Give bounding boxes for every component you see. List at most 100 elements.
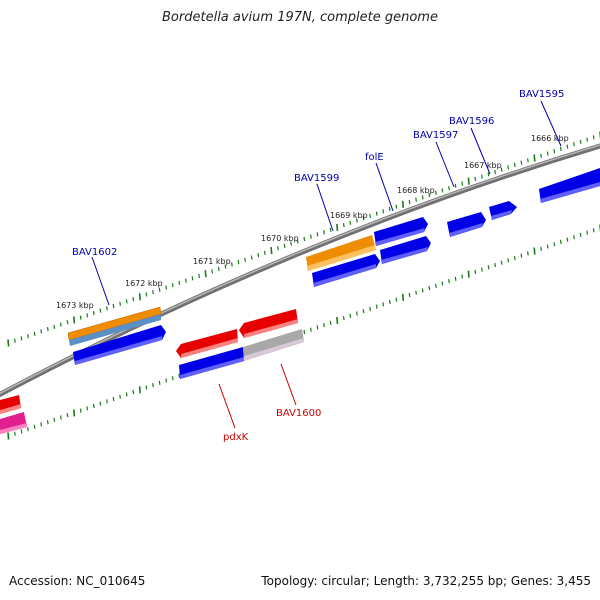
scale-tick-lower bbox=[86, 406, 89, 411]
gene-bav1600-shade bbox=[244, 319, 298, 338]
gene-label-bav1602[interactable]: BAV1602 bbox=[72, 247, 117, 258]
scale-label-1671: 1671 kbp bbox=[193, 257, 231, 266]
gene-pdxk-forward-shade bbox=[180, 357, 244, 379]
scale-tick-lower bbox=[454, 276, 457, 281]
scale-tick-lower bbox=[46, 420, 49, 425]
gene-label-bav1597[interactable]: BAV1597 bbox=[413, 130, 458, 141]
scale-tick-upper bbox=[566, 144, 569, 149]
scale-tick-upper bbox=[125, 299, 128, 304]
scale-tick-lower bbox=[520, 253, 523, 258]
scale-tick-lower bbox=[592, 228, 595, 233]
gene-feature-gray-shade bbox=[244, 338, 304, 361]
scale-tick-upper bbox=[310, 234, 312, 239]
scale-tick-upper bbox=[263, 250, 266, 255]
scale-tick-upper bbox=[356, 218, 358, 223]
scale-tick-lower bbox=[546, 244, 549, 249]
gene-label-pdxk[interactable]: pdxK bbox=[223, 432, 249, 443]
scale-tick-upper bbox=[191, 276, 194, 281]
scale-tick-upper bbox=[244, 257, 246, 262]
scale-tick-upper bbox=[454, 183, 457, 188]
scale-tick-upper bbox=[408, 199, 411, 205]
scale-tick-upper bbox=[27, 334, 29, 339]
scale-tick-lower bbox=[573, 235, 575, 240]
gene-label-bav1596[interactable]: BAV1596 bbox=[449, 116, 494, 127]
gene-features bbox=[0, 168, 600, 434]
scale-tick-lower bbox=[125, 392, 128, 397]
scale-tick-lower bbox=[533, 247, 536, 255]
scale-tick-lower bbox=[382, 302, 385, 307]
scale-tick-lower bbox=[33, 424, 36, 429]
scale-tick-lower bbox=[500, 260, 503, 265]
scale-tick-upper bbox=[14, 338, 16, 343]
scale-tick-upper bbox=[336, 223, 339, 231]
scale-tick-upper bbox=[119, 301, 121, 306]
gene-fole-shade bbox=[375, 228, 425, 246]
scale-tick-upper bbox=[138, 293, 141, 301]
scale-tick-upper bbox=[112, 303, 115, 309]
scale-tick-upper bbox=[277, 246, 279, 251]
scale-tick-upper bbox=[79, 315, 82, 320]
scale-tick-upper bbox=[592, 135, 595, 140]
scale-tick-upper bbox=[132, 297, 135, 302]
scale-tick-upper bbox=[401, 200, 405, 208]
scale-tick-upper bbox=[349, 220, 352, 225]
scale-tick-upper bbox=[99, 308, 102, 313]
scale-tick-upper bbox=[579, 139, 582, 144]
gene-label-bav1599[interactable]: BAV1599 bbox=[294, 173, 339, 184]
map-title: Bordetella avium 197N, complete genome bbox=[162, 10, 438, 25]
gene-bav1602-shade bbox=[75, 336, 162, 365]
scale-tick-lower bbox=[421, 288, 424, 293]
scale-tick-upper bbox=[40, 329, 43, 334]
leader-bav1595 bbox=[540, 100, 562, 147]
scale-tick-lower bbox=[435, 283, 437, 288]
scale-tick-lower bbox=[73, 409, 76, 417]
scale-tick-upper bbox=[185, 278, 187, 283]
scale-tick-upper bbox=[342, 223, 345, 228]
scale-tick-upper bbox=[237, 260, 240, 265]
scale-tick-upper bbox=[487, 172, 490, 177]
scale-tick-lower bbox=[112, 396, 115, 402]
gene-left-edge-pink-shade bbox=[0, 423, 27, 434]
scale-tick-upper bbox=[559, 146, 562, 151]
gene-pdxk-reverse-shade bbox=[181, 338, 238, 358]
scale-tick-upper bbox=[92, 310, 95, 316]
scale-tick-upper bbox=[33, 331, 36, 336]
gene-label-fole[interactable]: folE bbox=[365, 152, 384, 163]
scale-tick-upper bbox=[540, 153, 542, 158]
scale-tick-upper bbox=[362, 216, 365, 221]
scale-label-1667: 1667 kbp bbox=[464, 161, 502, 170]
scale-tick-upper bbox=[204, 270, 207, 278]
scale-tick-lower bbox=[494, 262, 496, 268]
leader-bav1600 bbox=[280, 363, 297, 406]
scale-tick-lower bbox=[158, 380, 161, 385]
scale-tick-lower bbox=[132, 390, 135, 395]
scale-tick-upper bbox=[546, 151, 549, 156]
gene-bav1595[interactable] bbox=[539, 168, 600, 203]
scale-label-1666: 1666 kbp bbox=[531, 134, 569, 143]
gene-label-bav1595[interactable]: BAV1595 bbox=[519, 89, 564, 100]
leader-bav1596 bbox=[470, 127, 491, 175]
scale-tick-lower bbox=[559, 239, 562, 244]
scale-tick-lower bbox=[467, 270, 470, 278]
gene-pdxk-reverse[interactable] bbox=[176, 329, 238, 358]
scale-tick-upper bbox=[395, 204, 398, 209]
scale-tick-lower bbox=[20, 429, 23, 434]
scale-tick-lower bbox=[481, 267, 483, 272]
scale-tick-lower bbox=[388, 299, 391, 305]
scale-tick-lower bbox=[428, 286, 431, 291]
scale-tick-upper bbox=[53, 324, 56, 329]
scale-label-1672: 1672 kbp bbox=[125, 279, 163, 288]
scale-tick-lower bbox=[138, 386, 141, 394]
scale-tick-upper bbox=[158, 287, 161, 292]
gene-bav1600[interactable] bbox=[239, 309, 298, 338]
scale-tick-lower bbox=[165, 378, 168, 383]
scale-tick-lower bbox=[145, 385, 148, 390]
scale-tick-upper bbox=[270, 247, 273, 255]
gene-bav1596-shade bbox=[491, 210, 512, 220]
gene-fole-2-shade bbox=[381, 247, 428, 264]
scale-tick-upper bbox=[527, 158, 529, 163]
gene-label-bav1600[interactable]: BAV1600 bbox=[276, 408, 321, 419]
label-leader-lines bbox=[91, 100, 562, 429]
accession-label: Accession: NC_010645 bbox=[9, 574, 146, 588]
scale-tick-upper bbox=[428, 193, 431, 198]
